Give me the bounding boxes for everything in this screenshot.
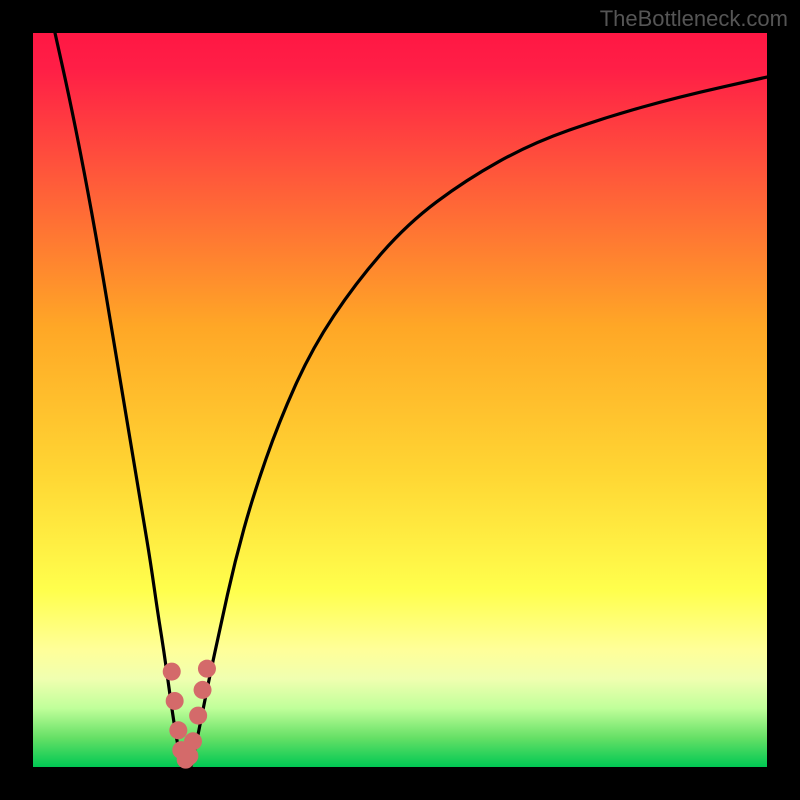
data-marker bbox=[194, 681, 212, 699]
data-marker bbox=[184, 732, 202, 750]
marker-group bbox=[163, 660, 216, 769]
data-marker bbox=[163, 663, 181, 681]
chart-frame: TheBottleneck.com bbox=[0, 0, 800, 800]
right-curve bbox=[191, 77, 767, 767]
plot-area bbox=[33, 33, 767, 767]
data-marker bbox=[169, 721, 187, 739]
left-curve bbox=[55, 33, 183, 767]
curves-layer bbox=[33, 33, 767, 767]
data-marker bbox=[189, 707, 207, 725]
data-marker bbox=[198, 660, 216, 678]
data-marker bbox=[166, 692, 184, 710]
